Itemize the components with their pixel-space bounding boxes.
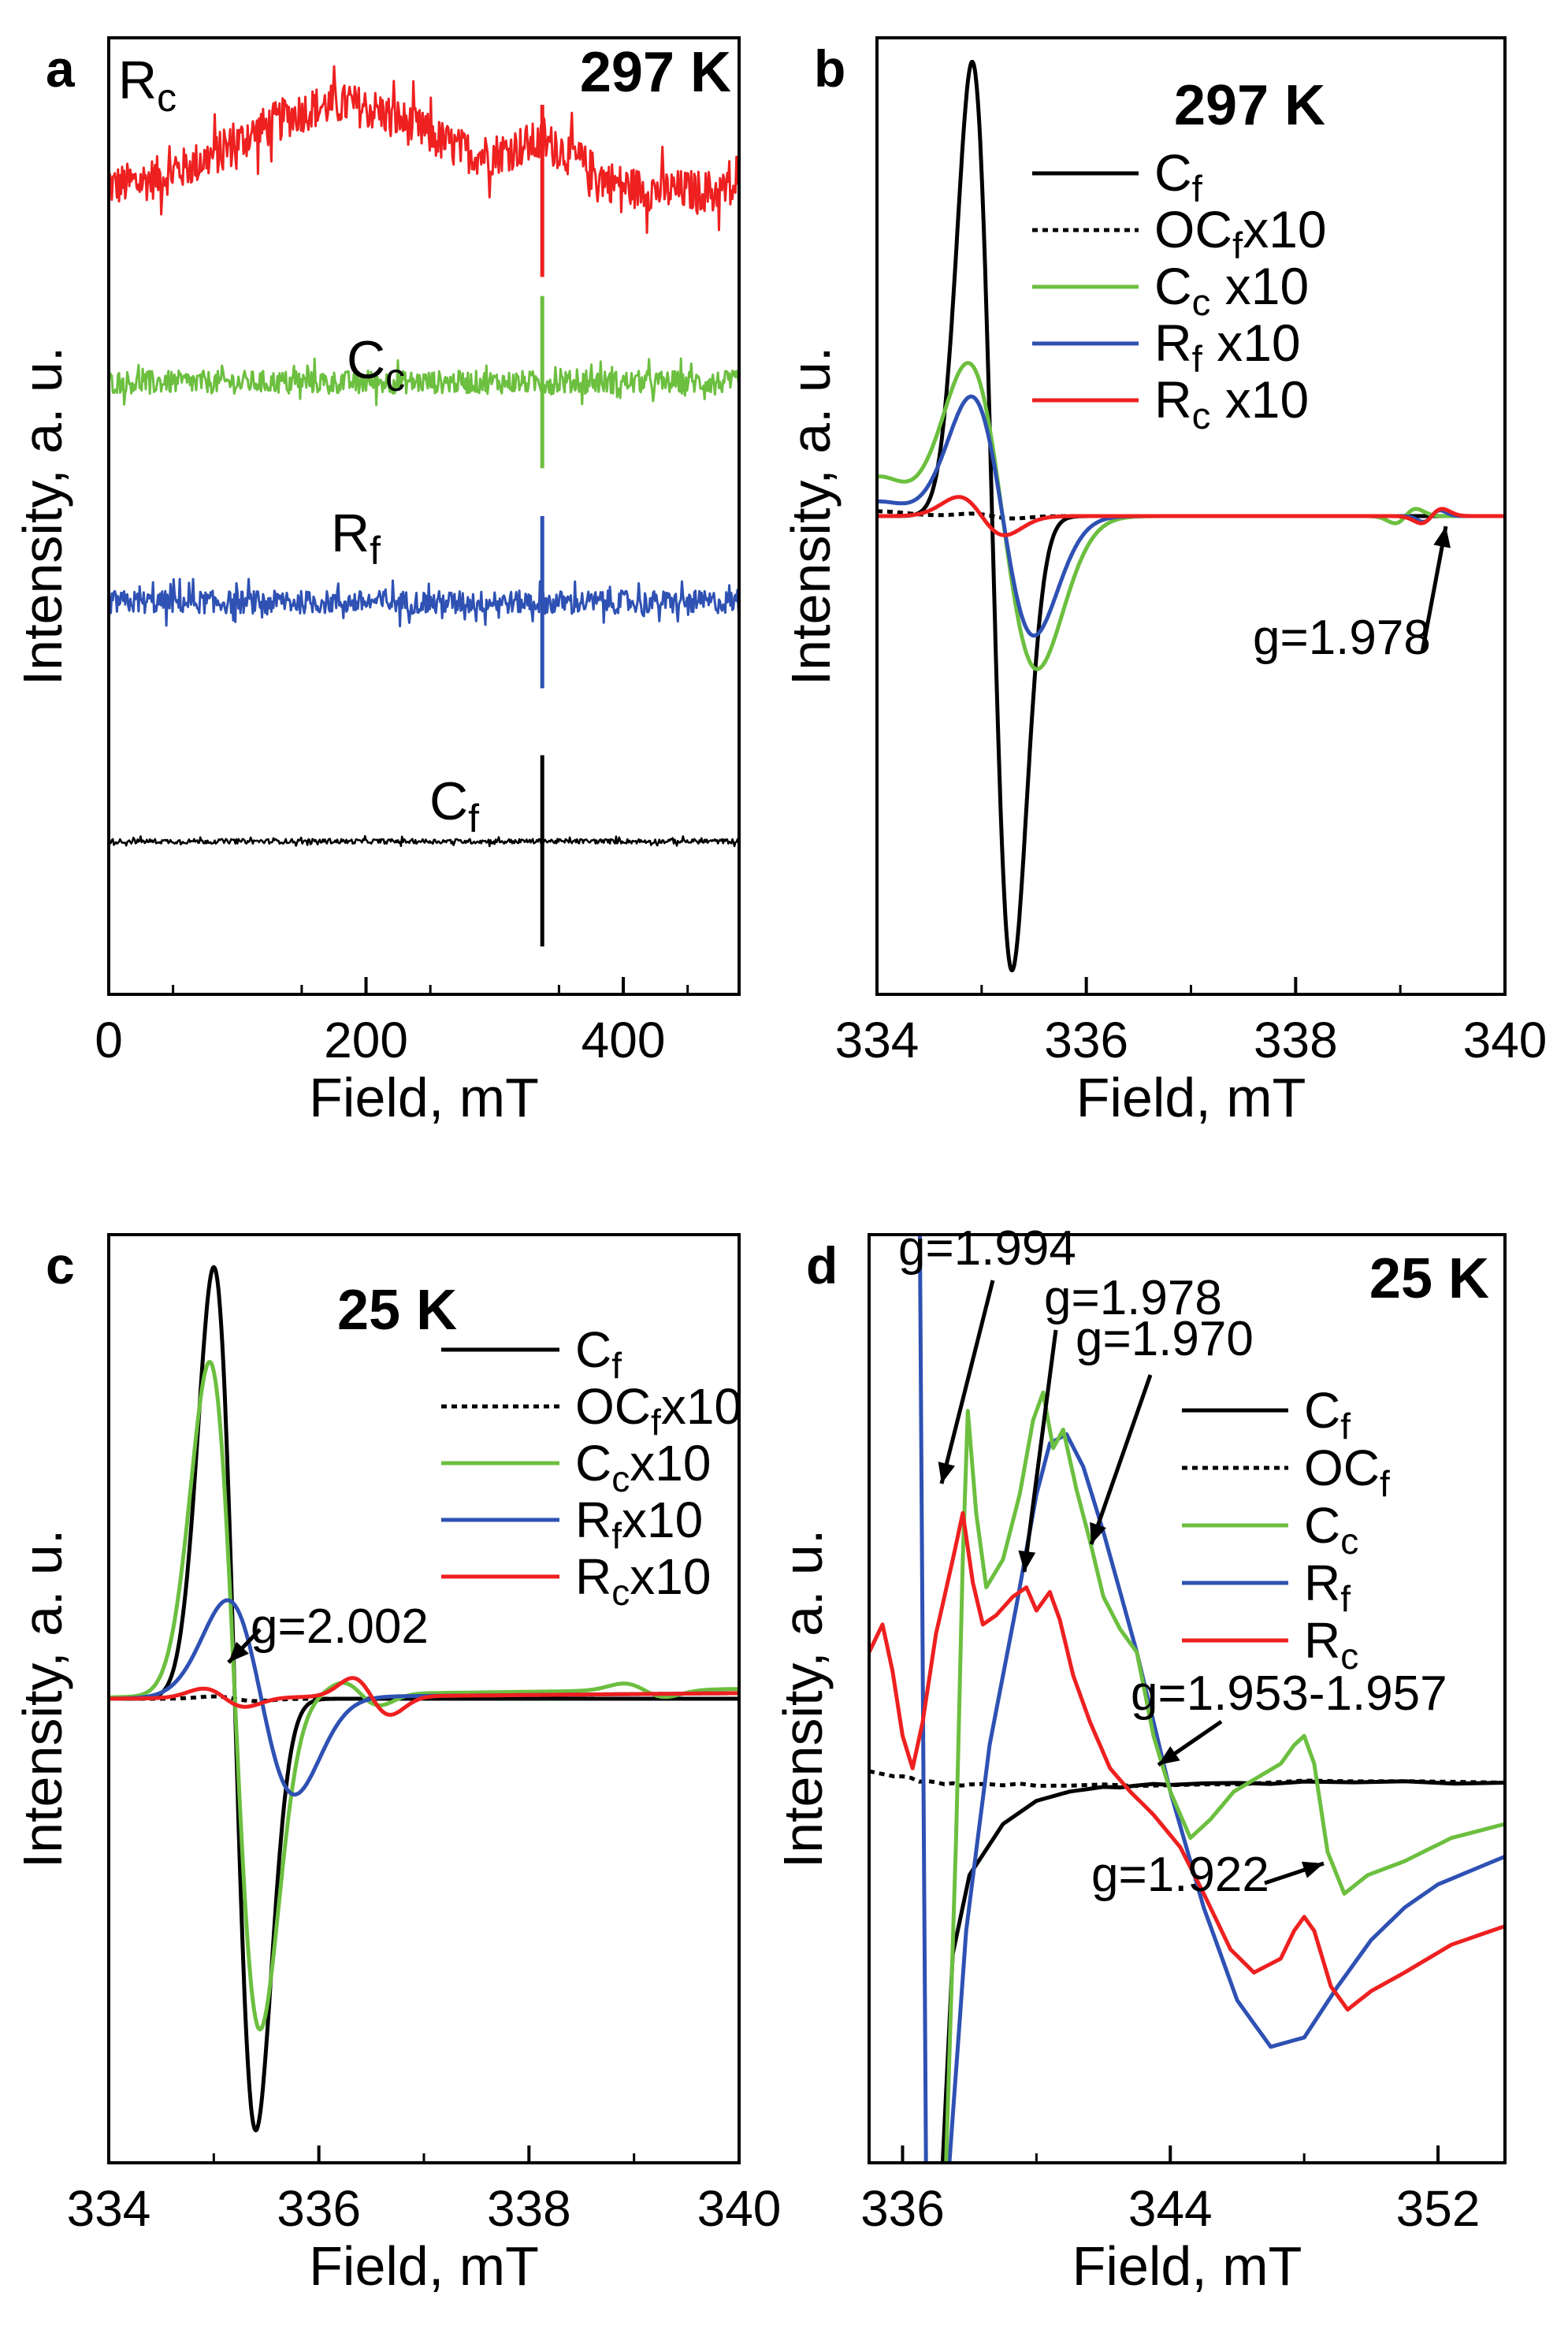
x-tick-label: 338 (487, 2180, 571, 2237)
series-Cf (940, 1779, 1505, 2163)
x-tick-label: 0 (95, 1012, 123, 1068)
panel-label: a (46, 39, 76, 98)
panel-a: 0 200 400 Field, mT Intensity, a. u. a 297 K Rc… (12, 36, 741, 1128)
legend-label-Cc: Ccx10 (575, 1435, 711, 1499)
panel-label: c (46, 1236, 75, 1295)
series-Rc (869, 1510, 1505, 2012)
x-tick-label: 336 (1044, 1012, 1128, 1068)
series-OCf (869, 1769, 1505, 1789)
y-axis-label: Intensity, a. u. (772, 1529, 834, 1869)
chart-title: 297 K (580, 41, 731, 104)
series-Cc (109, 357, 739, 407)
annotation-label: g=1.970 (1076, 1312, 1254, 1366)
legend-label-OCf: OCf (1304, 1440, 1390, 1504)
legend-label-OCf: OCfx10 (1154, 200, 1327, 267)
annotation-arrowhead (1018, 1550, 1036, 1572)
annotation-arrowhead (1090, 1521, 1106, 1544)
series-Rc (109, 1676, 739, 1717)
legend-label-Cf: Cf (1304, 1382, 1351, 1447)
plot-area (877, 60, 1505, 972)
panel-label: d (806, 1236, 838, 1295)
x-tick-label: 340 (1463, 1012, 1548, 1068)
series-OCf (109, 1694, 739, 1703)
plot-area (109, 65, 739, 947)
panel-label: b (814, 39, 845, 98)
series-Rf-lead (917, 1235, 928, 2163)
annotation-label: g=1.978 (1253, 611, 1431, 665)
series-label-Rc: Rc (118, 50, 176, 120)
x-tick-label: 334 (835, 1012, 920, 1068)
series-label-Rf: Rf (331, 503, 381, 573)
annotation-arrowhead (1433, 526, 1451, 548)
annotation-arrowhead (1158, 1746, 1180, 1765)
annotation-label: g=1.922 (1091, 1848, 1269, 1902)
legend-label-Cf: Cf (575, 1321, 622, 1386)
legend-label-Rc: Rc x10 (1154, 370, 1309, 437)
annotation-label: g=1.978 (1044, 1271, 1222, 1325)
series-Cf (109, 834, 739, 848)
legend-label-Cc: Cc x10 (1154, 257, 1309, 324)
legend-label-Cc: Cc (1304, 1497, 1358, 1562)
series-label-Cf: Cf (429, 771, 479, 841)
x-tick-label: 352 (1396, 2180, 1481, 2237)
legend-label-Rf: Rf x10 (1154, 314, 1301, 381)
x-axis-label: Field, mT (1072, 2235, 1302, 2297)
legend-label-Rf: Rfx10 (575, 1492, 703, 1556)
series-Rc (877, 495, 1505, 537)
y-axis-label: Intensity, a. u. (780, 347, 842, 686)
series-Rf (109, 578, 739, 628)
legend-label-OCf: OCfx10 (575, 1378, 742, 1443)
legend-label-Cf: Cf (1154, 143, 1203, 210)
annotation-label: g=2.002 (251, 1599, 429, 1654)
x-axis-label: Field, mT (309, 1067, 539, 1128)
annotation-label: g=1.953-1.957 (1131, 1666, 1447, 1721)
panel-c: 334 336 338 340 Field, mT Intensity, a. u. c 25… (12, 1233, 782, 2297)
axes-frame (868, 1233, 1507, 2164)
annotations: g=1.978 (1253, 526, 1451, 665)
x-tick-label: 400 (581, 1012, 666, 1068)
x-tick-label: 336 (277, 2180, 361, 2237)
x-tick-label: 338 (1254, 1012, 1338, 1068)
chart-title: 25 K (337, 1279, 457, 1342)
annotation-arrowhead (229, 1641, 249, 1662)
annotations: g=2.002 (227, 1599, 429, 1664)
plot-area (109, 1265, 739, 2133)
chart-title: 297 K (1174, 74, 1325, 137)
x-tick-label: 336 (860, 2180, 945, 2237)
panel-b: 334 336 338 340 Field, mT Intensity, a. u. b 29… (780, 36, 1548, 1128)
annotation-arrow (1420, 526, 1448, 653)
annotation-arrowhead (938, 1462, 956, 1484)
series-Cc (109, 1360, 739, 2032)
series-Rc (109, 65, 739, 234)
x-axis-label: Field, mT (1076, 1067, 1306, 1128)
legend-label-Rf: Rf (1304, 1555, 1351, 1619)
series-Cc (944, 1390, 1505, 2163)
legend-label-Rc: Rcx10 (575, 1548, 711, 1613)
x-tick-label: 340 (697, 2180, 782, 2237)
x-tick-label: 344 (1128, 2180, 1213, 2237)
panel-d: 336 344 352 Field, mT Intensity, a. u. d 25 K C… (772, 1221, 1507, 2297)
y-axis-label: Intensity, a. u. (12, 347, 73, 686)
annotation-arrowhead (1301, 1861, 1324, 1878)
annotation-arrow (939, 1280, 995, 1484)
legend-label-Rc: Rc (1304, 1612, 1358, 1677)
y-axis-label: Intensity, a. u. (12, 1529, 73, 1869)
axes-frame (107, 36, 741, 996)
x-tick-label: 200 (324, 1012, 408, 1068)
x-tick-label: 334 (67, 2180, 151, 2237)
chart-title: 25 K (1369, 1247, 1489, 1310)
series-label-Cc: Cc (347, 330, 405, 399)
annotation-label: g=1.994 (898, 1221, 1076, 1276)
x-axis-label: Field, mT (309, 2235, 539, 2297)
annotation-arrow (1089, 1374, 1153, 1545)
annotation-arrow (1022, 1329, 1058, 1573)
